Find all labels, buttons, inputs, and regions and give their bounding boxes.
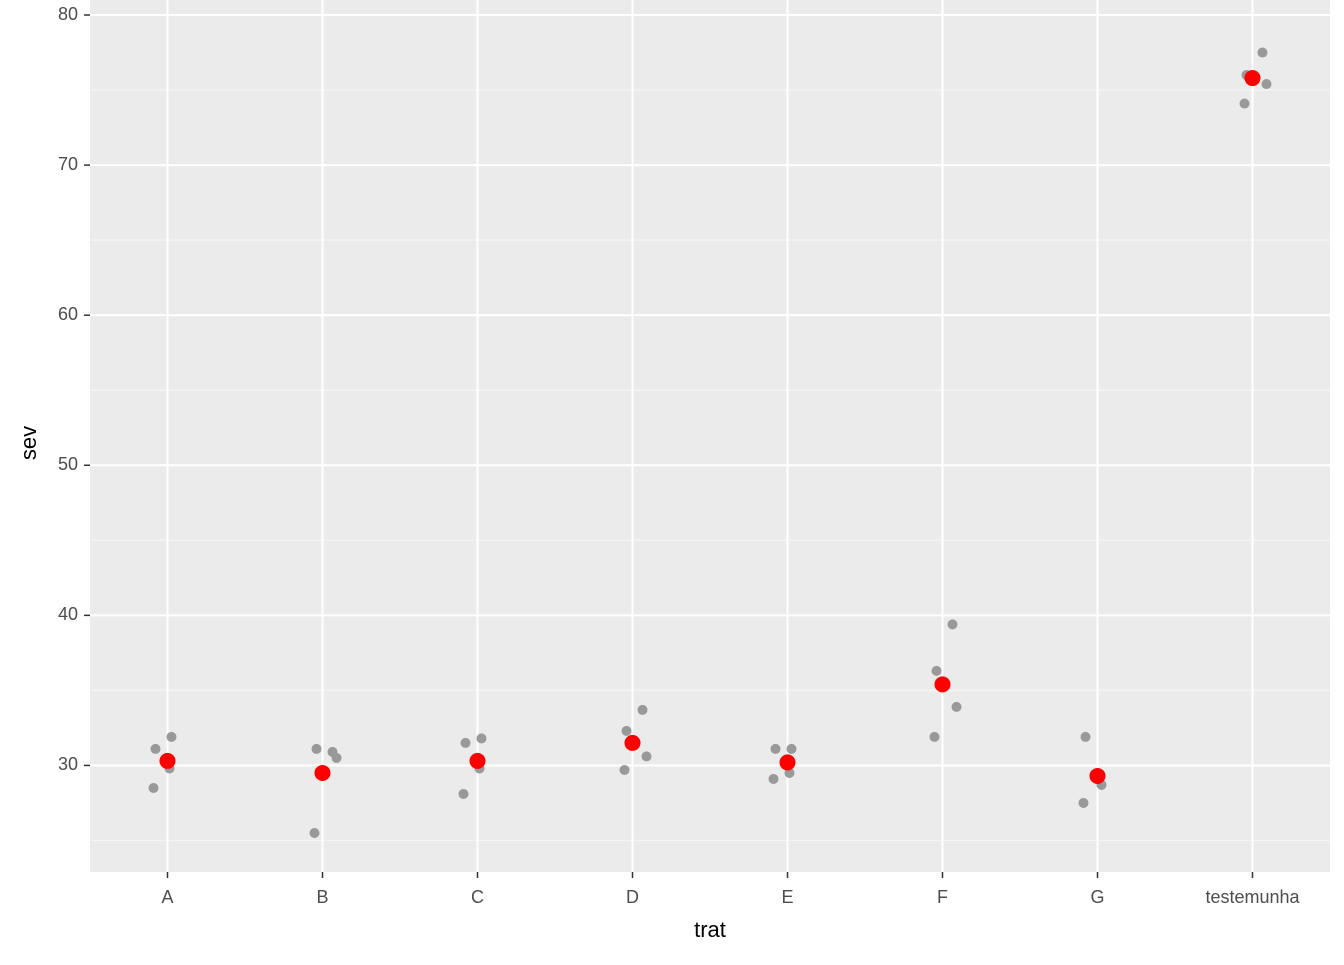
data-point <box>458 788 469 799</box>
y-tick-label: 40 <box>58 604 78 624</box>
x-tick-label: E <box>781 887 793 907</box>
data-point <box>309 827 320 838</box>
y-tick-label: 50 <box>58 454 78 474</box>
data-point <box>311 743 322 754</box>
x-tick-label: B <box>316 887 328 907</box>
y-axis-title: sev <box>16 426 41 460</box>
data-point <box>770 743 781 754</box>
data-point <box>768 773 779 784</box>
data-point <box>150 743 161 754</box>
mean-point <box>314 764 331 781</box>
y-tick-label: 60 <box>58 304 78 324</box>
x-tick-label: C <box>471 887 484 907</box>
x-tick-label: A <box>161 887 173 907</box>
x-tick-label: D <box>626 887 639 907</box>
x-tick-label: F <box>937 887 948 907</box>
data-point <box>331 752 342 763</box>
x-axis-title: trat <box>694 917 726 942</box>
data-point <box>166 731 177 742</box>
mean-point <box>624 734 641 751</box>
mean-point <box>159 752 176 769</box>
x-tick-label: G <box>1090 887 1104 907</box>
data-point <box>460 737 471 748</box>
data-point <box>929 731 940 742</box>
y-tick-label: 70 <box>58 154 78 174</box>
data-point <box>1261 79 1272 90</box>
data-point <box>619 764 630 775</box>
data-point <box>784 767 795 778</box>
mean-point <box>779 754 796 771</box>
data-point <box>931 665 942 676</box>
data-point <box>786 743 797 754</box>
data-point <box>1078 797 1089 808</box>
mean-point <box>934 676 951 693</box>
y-tick-label: 30 <box>58 754 78 774</box>
data-point <box>947 619 958 630</box>
data-point <box>1239 98 1250 109</box>
data-point <box>621 725 632 736</box>
y-tick-label: 80 <box>58 4 78 24</box>
mean-point <box>1089 767 1106 784</box>
data-point <box>148 782 159 793</box>
data-point <box>951 701 962 712</box>
data-point <box>1080 731 1091 742</box>
data-point <box>637 704 648 715</box>
data-point <box>1257 47 1268 58</box>
mean-point <box>469 752 486 769</box>
data-point <box>476 733 487 744</box>
mean-point <box>1244 70 1261 87</box>
data-point <box>641 751 652 762</box>
panel <box>90 0 1330 872</box>
x-tick-label: testemunha <box>1205 887 1300 907</box>
